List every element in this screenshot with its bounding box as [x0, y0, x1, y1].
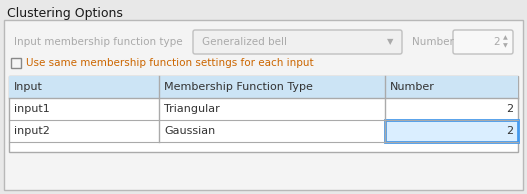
Text: ▲: ▲ — [503, 36, 508, 41]
Text: 2: 2 — [506, 104, 513, 114]
Bar — [4, 20, 523, 190]
Text: Triangular: Triangular — [164, 104, 220, 114]
Bar — [9, 76, 518, 98]
Text: Gaussian: Gaussian — [164, 126, 215, 136]
Text: input1: input1 — [14, 104, 50, 114]
Text: Generalized bell: Generalized bell — [202, 37, 287, 47]
Text: ▼: ▼ — [387, 37, 394, 47]
Text: Input membership function type: Input membership function type — [14, 37, 183, 47]
Text: 2: 2 — [493, 37, 500, 47]
Text: Use same membership function settings for each input: Use same membership function settings fo… — [26, 58, 314, 68]
Text: Membership Function Type: Membership Function Type — [164, 82, 313, 92]
FancyBboxPatch shape — [193, 30, 402, 54]
Bar — [11, 58, 21, 68]
Text: input2: input2 — [14, 126, 50, 136]
Text: Input: Input — [14, 82, 43, 92]
Text: Number: Number — [390, 82, 435, 92]
Text: 2: 2 — [506, 126, 513, 136]
Bar — [385, 120, 518, 142]
FancyBboxPatch shape — [453, 30, 513, 54]
Bar — [9, 76, 518, 152]
Text: Number: Number — [412, 37, 454, 47]
Text: ▼: ▼ — [503, 43, 508, 48]
Text: Clustering Options: Clustering Options — [7, 7, 123, 20]
